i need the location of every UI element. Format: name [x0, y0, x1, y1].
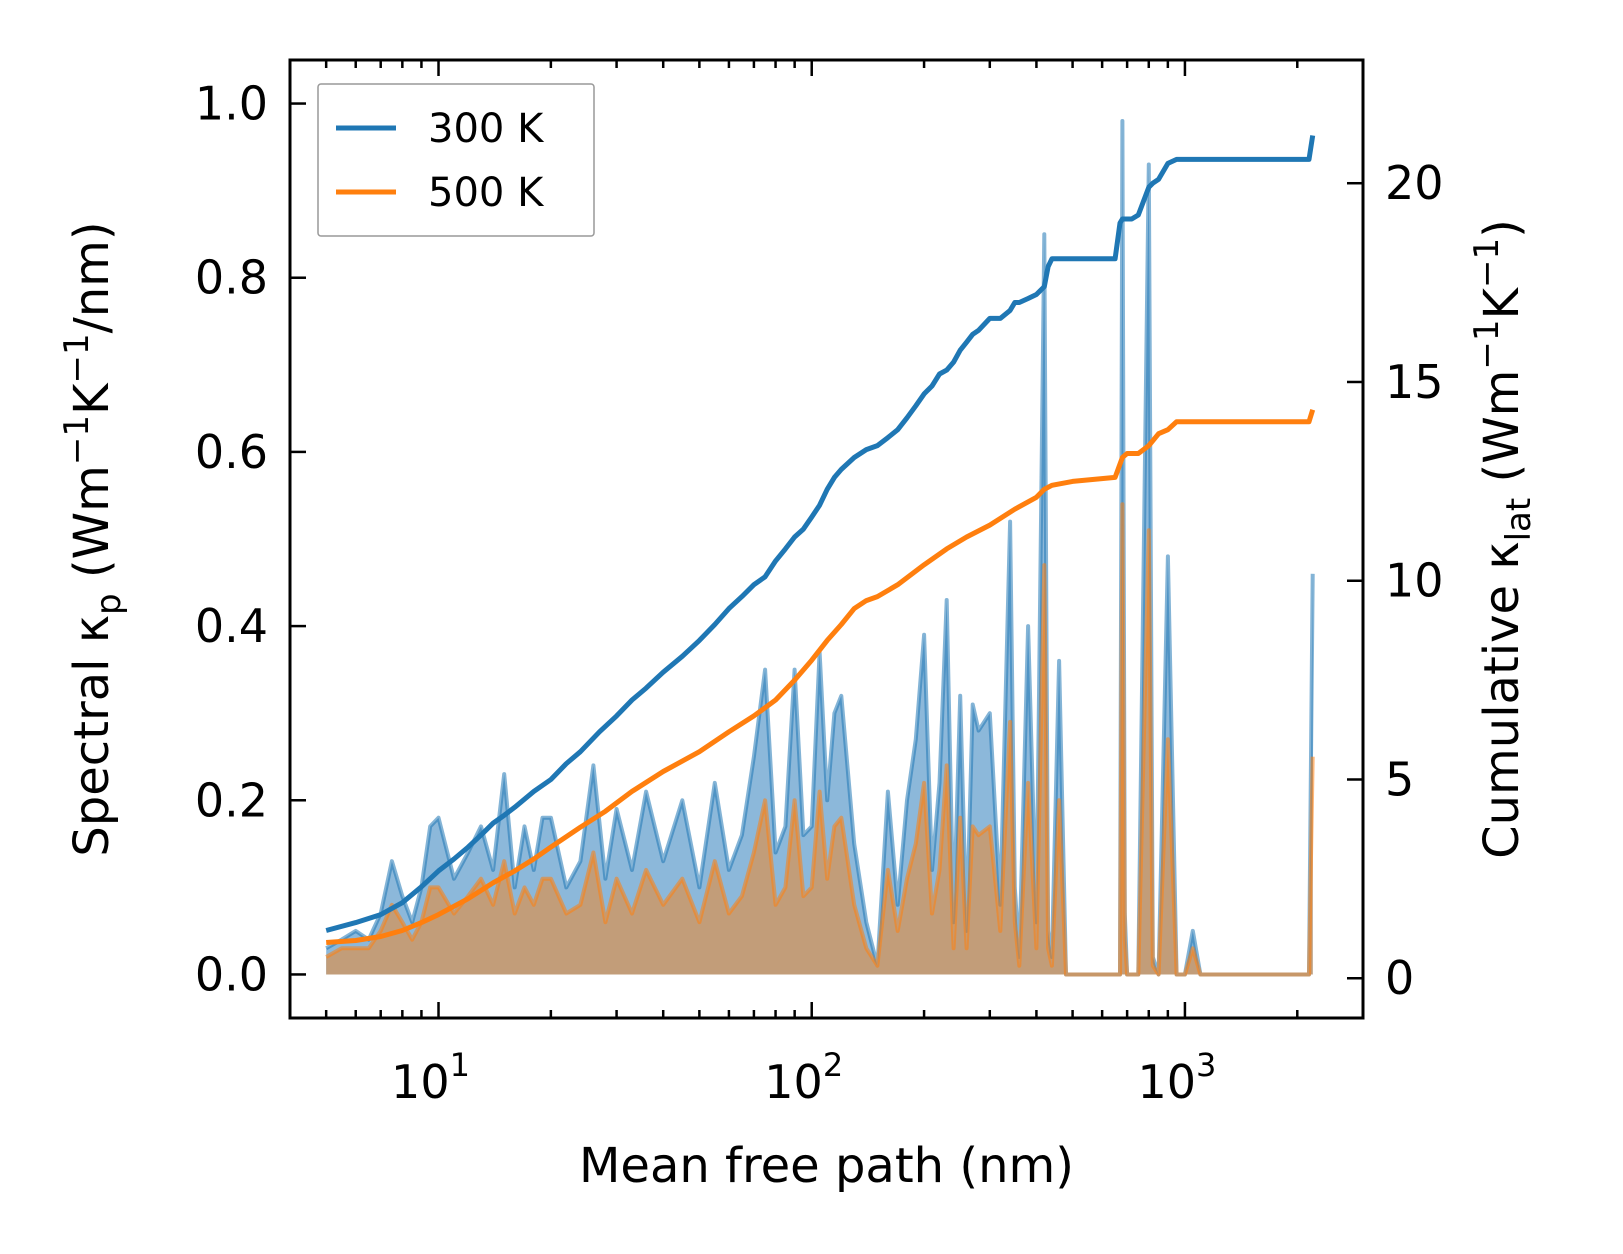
ticks: 101 102 103 0.0 0.2 0.4 0.6 0.8 1.0 0 5 10 15 20: [195, 60, 1444, 1109]
y-right-tick-label: 10: [1385, 554, 1444, 608]
y-left-tick-label: 0.0: [195, 947, 268, 1001]
plot-frame: [288, 58, 1365, 1020]
cumulative-line-300k: [325, 135, 1316, 933]
legend: 300 K 500 K: [317, 83, 595, 237]
y-left-tick-label: 0.2: [195, 773, 268, 827]
legend-box: [317, 83, 595, 237]
spectral-area-500k: [326, 504, 1313, 975]
y-right-axis-label: Cumulative κlat (Wm−1K−1): [1467, 219, 1539, 859]
x-axis-label: Mean free path (nm): [579, 1138, 1074, 1194]
legend-label-500k: 500 K: [428, 170, 545, 216]
y-right-tick-label: 0: [1385, 951, 1414, 1005]
x-tick-label: 101: [391, 1046, 470, 1109]
y-left-tick-label: 1.0: [195, 77, 268, 131]
x-tick-label: 103: [1137, 1046, 1216, 1109]
y-right-tick-label: 5: [1385, 752, 1414, 806]
axis-labels: Mean free path (nm) Spectral κp (Wm−1K−1/…: [57, 219, 1539, 1194]
cumulative-lines: [325, 135, 1316, 945]
spectral-line-500k: [325, 502, 1315, 977]
y-left-tick-label: 0.6: [195, 425, 268, 479]
y-left-axis-label: Spectral κp (Wm−1K−1/nm): [57, 221, 129, 856]
y-left-tick-label: 0.4: [195, 599, 268, 653]
y-right-tick-label: 20: [1385, 156, 1444, 210]
x-tick-label: 102: [764, 1046, 843, 1109]
y-right-tick-label: 15: [1385, 355, 1444, 409]
legend-label-300k: 300 K: [428, 106, 545, 152]
y-left-tick-label: 0.8: [195, 251, 268, 305]
axes: [288, 58, 1365, 1020]
cumulative-line-500k: [326, 409, 1316, 945]
